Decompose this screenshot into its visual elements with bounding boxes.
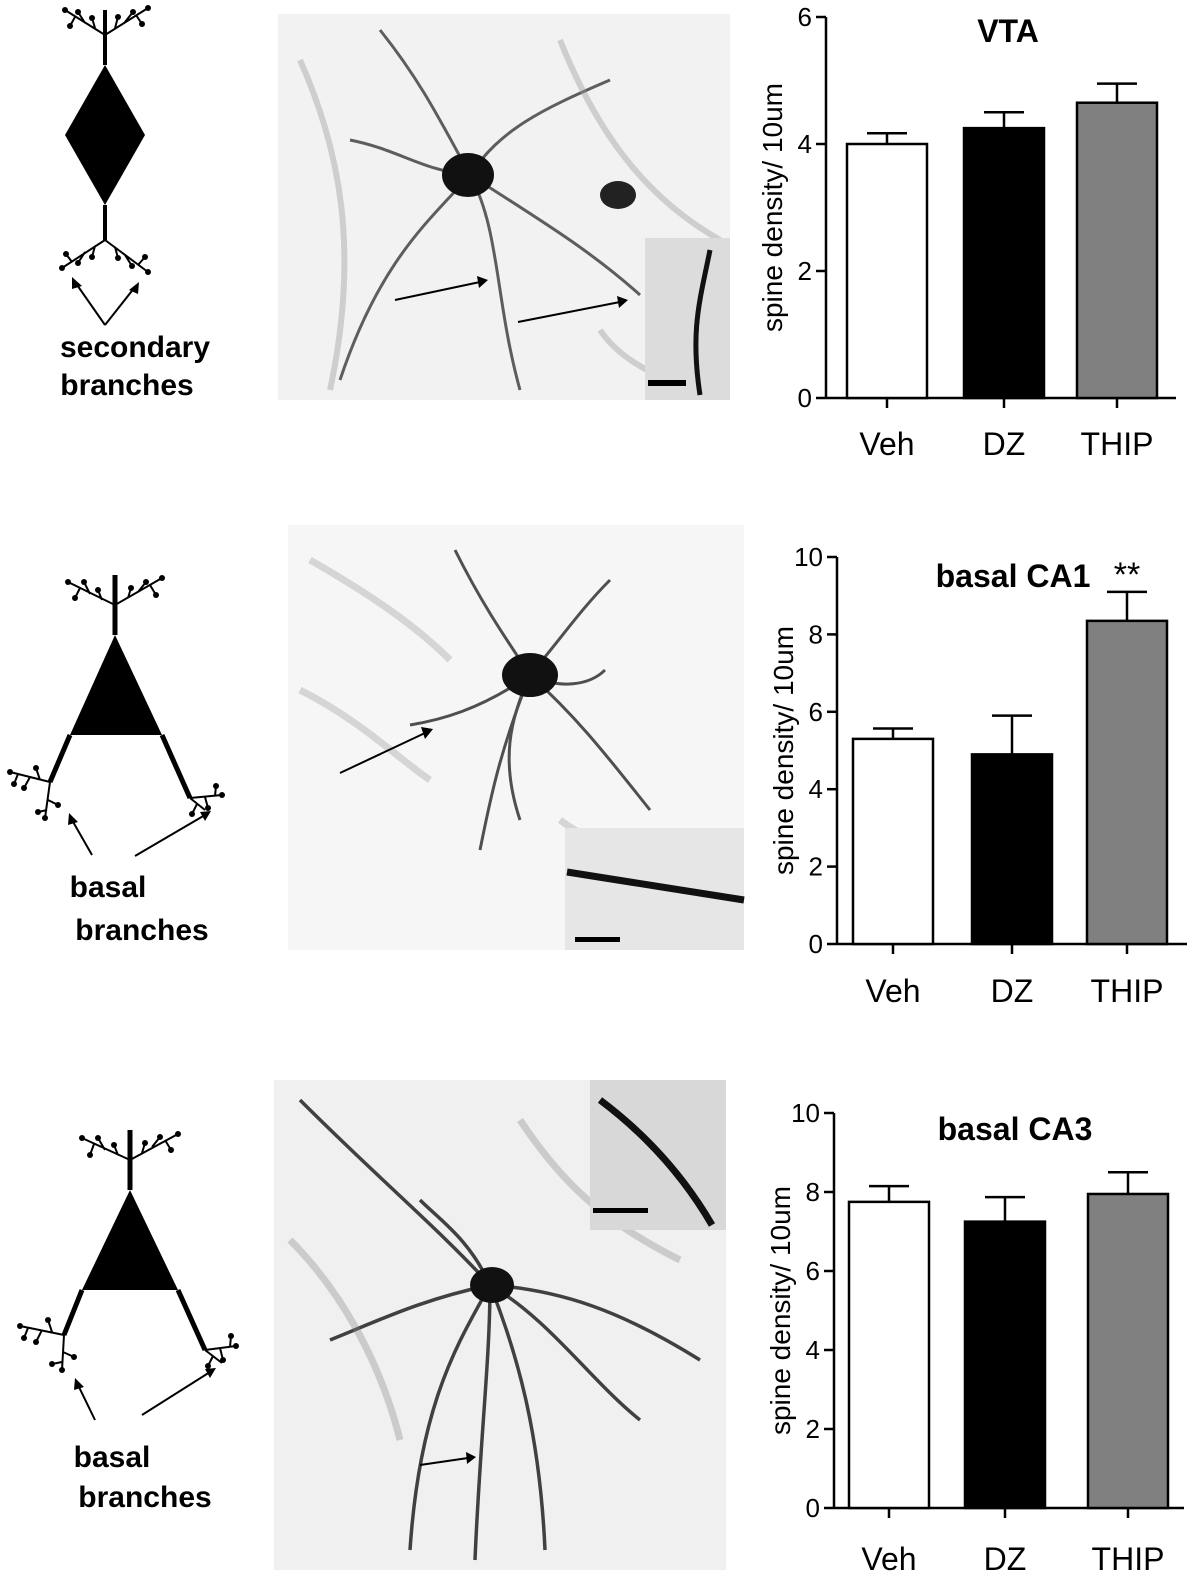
figure-row-ca1: basal branches	[0, 520, 1200, 1020]
y-tick-label: 4	[798, 129, 812, 159]
y-tick-label: 8	[809, 619, 823, 649]
bar-dz	[970, 753, 1054, 946]
bar-veh	[851, 737, 935, 946]
y-tick-label: 0	[809, 929, 823, 959]
y-tick-label: 6	[809, 697, 823, 727]
schematic-label-line-2: branches	[75, 914, 208, 947]
y-axis-label: spine density/ 10um	[765, 1186, 796, 1435]
micrograph-ca3	[274, 1080, 726, 1570]
row-svg: secondary branches	[59, 2, 1176, 462]
chart-title: VTA	[977, 13, 1039, 49]
bar-chart-basal-ca3: 0 2 4 6 8 10 spine density/ 10um basal CA3 Veh DZ…	[765, 1098, 1184, 1577]
y-axis-label: spine density/ 10um	[768, 626, 799, 875]
row-svg: basal branches	[17, 1080, 1184, 1577]
x-tick-label: THIP	[1092, 1541, 1165, 1577]
bar-thip	[1085, 619, 1169, 946]
y-tick-label: 2	[809, 852, 823, 882]
bar-chart-vta: 0 2 4 6 spine density/ 10um VTA Veh DZ THIP	[757, 2, 1176, 462]
x-tick-label: DZ	[984, 1541, 1027, 1577]
figure-row-vta: secondary branches	[0, 0, 1200, 480]
neuron-schematic-pyramid	[7, 575, 225, 857]
x-tick-label: THIP	[1081, 426, 1154, 462]
y-tick-label: 2	[798, 256, 812, 286]
y-tick-label: 2	[806, 1414, 820, 1444]
chart-title: basal CA3	[938, 1111, 1093, 1147]
schematic-label-line-2: branches	[60, 369, 193, 402]
figure-row-ca3: basal branches	[0, 1060, 1200, 1577]
y-tick-label: 0	[806, 1493, 820, 1523]
x-tick-label: Veh	[865, 973, 920, 1009]
bar-veh	[847, 1200, 931, 1510]
bar-thip	[1086, 1192, 1170, 1510]
schematic-label-line-1: secondary	[60, 331, 210, 364]
bar-dz	[963, 1220, 1047, 1510]
bar-chart-basal-ca1: 0 2 4 6 8 10 spine density/ 10um basal CA1 Veh DZ…	[768, 542, 1187, 1009]
x-tick-label: Veh	[859, 426, 914, 462]
bar-veh	[845, 142, 929, 400]
micrograph-vta	[278, 14, 730, 400]
neuron-schematic-diamond	[59, 5, 151, 326]
bar-dz	[962, 126, 1046, 400]
y-tick-label: 8	[806, 1177, 820, 1207]
x-tick-label: Veh	[861, 1541, 916, 1577]
bar-thip	[1075, 101, 1159, 400]
schematic-label-line-1: basal	[70, 871, 147, 904]
row-svg: basal branches	[7, 525, 1187, 1009]
x-tick-label: THIP	[1091, 973, 1164, 1009]
y-tick-label: 6	[806, 1256, 820, 1286]
y-tick-label: 0	[798, 383, 812, 413]
y-tick-label: 10	[791, 1098, 820, 1128]
micrograph-ca1	[288, 525, 745, 950]
chart-title: basal CA1	[936, 558, 1091, 594]
y-axis-label: spine density/ 10um	[757, 83, 788, 332]
y-tick-label: 10	[794, 542, 823, 572]
x-tick-label: DZ	[983, 426, 1026, 462]
y-tick-label: 6	[798, 2, 812, 32]
schematic-label-line-1: basal	[74, 1441, 151, 1474]
x-tick-label: DZ	[991, 973, 1034, 1009]
y-tick-label: 4	[806, 1335, 820, 1365]
significance-marker: **	[1114, 556, 1140, 594]
neuron-schematic-pyramid	[17, 1130, 239, 1421]
y-tick-label: 4	[809, 774, 823, 804]
schematic-label-line-2: branches	[78, 1481, 211, 1514]
